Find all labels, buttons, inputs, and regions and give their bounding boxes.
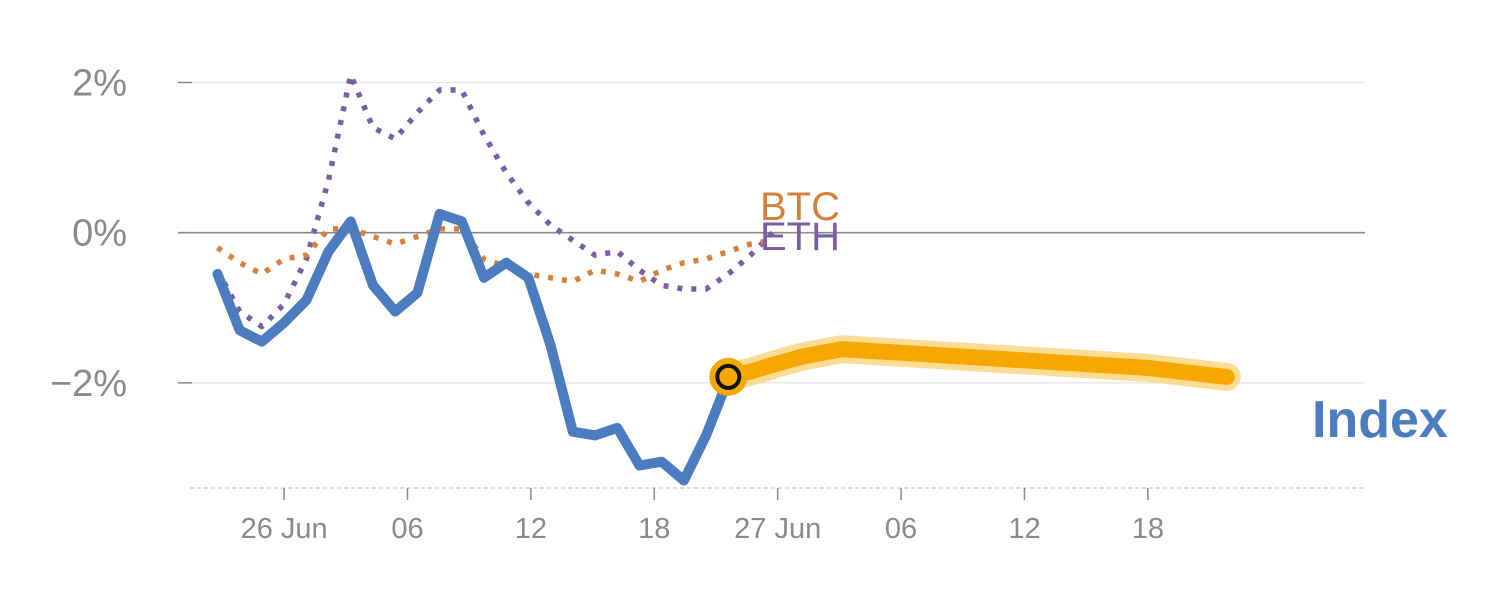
index-label: Index (1312, 391, 1448, 449)
x-tick-label: 06 (885, 513, 917, 545)
x-tick-label: 26 Jun (241, 513, 328, 545)
eth-line (215, 72, 775, 330)
btc-label: BTC (760, 185, 840, 229)
x-tick-label: 18 (638, 513, 670, 545)
x-tick-label: 18 (1132, 513, 1164, 545)
x-tick-label: 12 (1008, 513, 1040, 545)
x-tick-label: 12 (515, 513, 547, 545)
btc-line (215, 226, 774, 285)
y-axis: 2% 0% −2% (50, 63, 192, 405)
y-tick-label: 2% (72, 63, 127, 105)
series-layer (212, 72, 775, 486)
forecast-layer (709, 335, 1241, 396)
current-point-marker (715, 363, 742, 390)
forecast-line (720, 341, 1235, 385)
y-tick-label: 0% (72, 213, 127, 255)
eth-label: ETH (760, 215, 840, 259)
y-tick-label: −2% (50, 363, 127, 405)
index-line (212, 208, 734, 486)
x-axis: 26 Jun 06 12 18 27 Jun 06 12 18 (190, 487, 1365, 545)
x-tick-label: 27 Jun (734, 513, 821, 545)
x-tick-label: 06 (391, 513, 423, 545)
